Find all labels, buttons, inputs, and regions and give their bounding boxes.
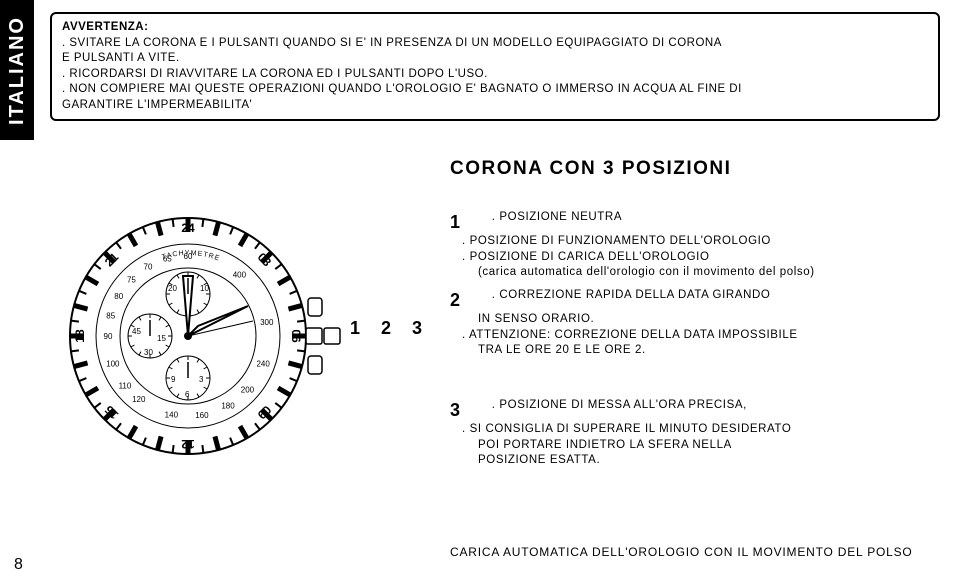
subdial-num: 10	[200, 284, 209, 293]
svg-text:200: 200	[241, 386, 255, 395]
svg-text:85: 85	[106, 311, 115, 320]
pos1-line: POSIZIONE DI FUNZIONAMENTO DELL'OROLOGIO	[450, 234, 940, 250]
warning-line: . SVITARE LA CORONA E I PULSANTI QUANDO …	[62, 36, 928, 52]
svg-text:180: 180	[221, 401, 235, 410]
svg-text:18: 18	[73, 329, 87, 343]
warning-line: E PULSANTI A VITE.	[62, 51, 928, 67]
subdial-num: 30	[144, 348, 153, 357]
svg-text:300: 300	[260, 318, 274, 327]
watch-diagram: TACHYMETRE 10 20 15 30 45 3 6 9	[48, 206, 438, 466]
pos2-line: ATTENZIONE: CORREZIONE DELLA DATA IMPOSS…	[450, 328, 940, 344]
page-number: 8	[14, 556, 23, 574]
pos3-line: POI PORTARE INDIETRO LA SFERA NELLA	[450, 438, 940, 454]
svg-text:24: 24	[181, 221, 195, 235]
pos2-line: TRA LE ORE 20 E LE ORE 2.	[450, 343, 940, 359]
svg-text:110: 110	[119, 381, 132, 390]
warning-line: . NON COMPIERE MAI QUESTE OPERAZIONI QUA…	[62, 82, 928, 98]
language-tab: ITALIANO	[0, 0, 34, 140]
svg-text:100: 100	[106, 359, 120, 368]
svg-text:65: 65	[163, 255, 172, 264]
svg-text:160: 160	[195, 411, 209, 420]
subdial-num: 20	[168, 284, 177, 293]
svg-text:90: 90	[104, 332, 113, 341]
svg-text:140: 140	[165, 410, 179, 419]
pos3-line: SI CONSIGLIA DI SUPERARE IL MINUTO DESID…	[450, 422, 940, 438]
pos2-line: CORREZIONE RAPIDA DELLA DATA GIRANDO	[472, 289, 771, 301]
pos1-line: POSIZIONE DI CARICA DELL'OROLOGIO	[450, 250, 940, 266]
svg-text:60: 60	[184, 252, 193, 261]
svg-text:70: 70	[144, 263, 153, 272]
language-tab-text: ITALIANO	[6, 16, 29, 125]
warning-box: AVVERTENZA: . SVITARE LA CORONA E I PULS…	[50, 12, 940, 121]
warning-line: . RICORDARSI DI RIAVVITARE LA CORONA ED …	[62, 67, 928, 83]
svg-text:06: 06	[289, 329, 303, 343]
footer-text: CARICA AUTOMATICA DELL'OROLOGIO CON IL M…	[450, 545, 913, 559]
position-num: 2	[450, 288, 468, 312]
pos2-line: IN SENSO ORARIO.	[450, 312, 940, 328]
position-3-block: 3 POSIZIONE DI MESSA ALL'ORA PRECISA, SI…	[450, 398, 940, 469]
svg-text:240: 240	[256, 359, 270, 368]
subdial-num: 9	[171, 375, 176, 384]
subdial-num: 15	[157, 334, 166, 343]
section-title: CORONA CON 3 POSIZIONI	[450, 158, 731, 180]
svg-text:75: 75	[127, 275, 136, 284]
subdial-num: 45	[132, 327, 141, 336]
position-num: 1	[450, 210, 468, 234]
warning-title: AVVERTENZA:	[62, 20, 928, 36]
position-2-block: 2 CORREZIONE RAPIDA DELLA DATA GIRANDO I…	[450, 288, 940, 359]
position-num: 3	[450, 398, 468, 422]
svg-text:120: 120	[132, 395, 146, 404]
position-1-block: 1 POSIZIONE NEUTRA POSIZIONE DI FUNZIONA…	[450, 210, 940, 281]
svg-text:12: 12	[181, 437, 195, 451]
svg-text:80: 80	[114, 292, 123, 301]
subdial-num: 3	[199, 375, 204, 384]
pos1-subline: (carica automatica dell'orologio con il …	[450, 265, 940, 281]
pos1-line: POSIZIONE NEUTRA	[472, 211, 622, 223]
pos3-line: POSIZIONE ESATTA.	[450, 453, 940, 469]
warning-line: GARANTIRE L'IMPERMEABILITA'	[62, 98, 928, 114]
crown-position-labels: 1 2 3	[350, 318, 430, 339]
svg-text:400: 400	[233, 271, 247, 280]
pos3-line: POSIZIONE DI MESSA ALL'ORA PRECISA,	[472, 399, 747, 411]
subdial-num: 6	[185, 390, 190, 399]
